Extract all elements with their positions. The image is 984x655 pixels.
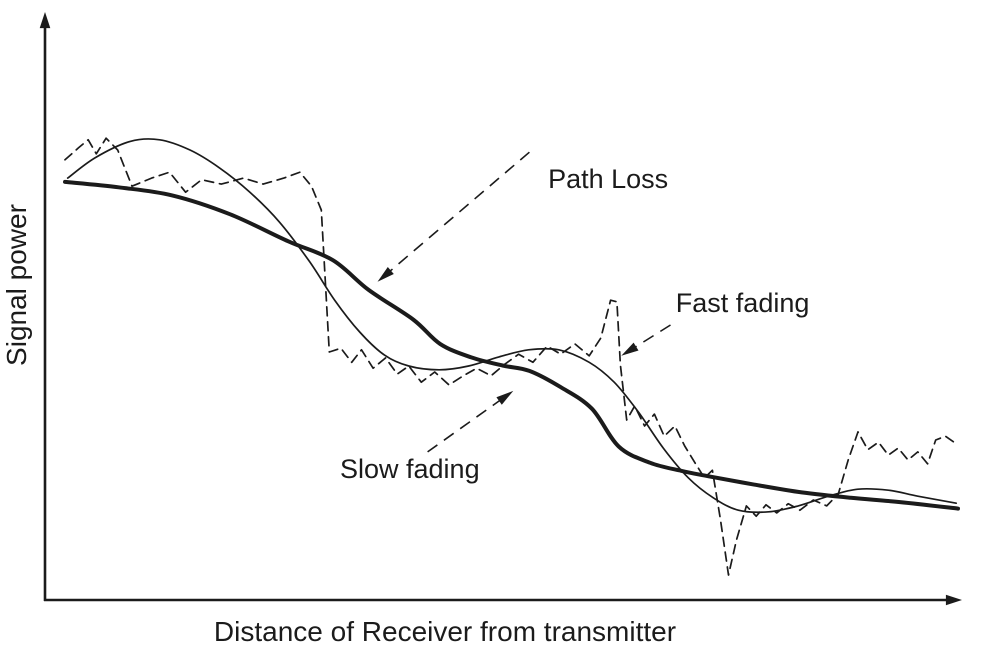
series-path-loss-line	[63, 179, 960, 511]
x-axis-arrowhead	[945, 594, 962, 606]
annotation-label: Slow fading	[340, 454, 480, 484]
y-axis-arrowhead	[39, 12, 51, 29]
series-slow-fading-line	[66, 138, 958, 514]
annotation-arrow-line	[427, 397, 504, 453]
series-fast-fading-line	[64, 137, 958, 576]
annotation-slow-fading: Slow fading	[340, 390, 514, 484]
annotation-arrowhead	[496, 390, 514, 405]
annotation-fast-fading: Fast fading	[621, 288, 809, 356]
annotation-arrow-line	[386, 151, 530, 275]
annotation-arrowhead	[377, 267, 394, 282]
annotation-label: Path Loss	[548, 164, 668, 194]
annotation-arrow-line	[631, 324, 671, 350]
x-axis-label: Distance of Receiver from transmitter	[214, 616, 676, 647]
annotation-path-loss: Path Loss	[377, 151, 668, 282]
axes	[39, 12, 962, 606]
annotation-label: Fast fading	[676, 288, 810, 318]
annotation-arrowhead	[621, 342, 639, 356]
y-axis-label: Signal power	[1, 204, 32, 366]
